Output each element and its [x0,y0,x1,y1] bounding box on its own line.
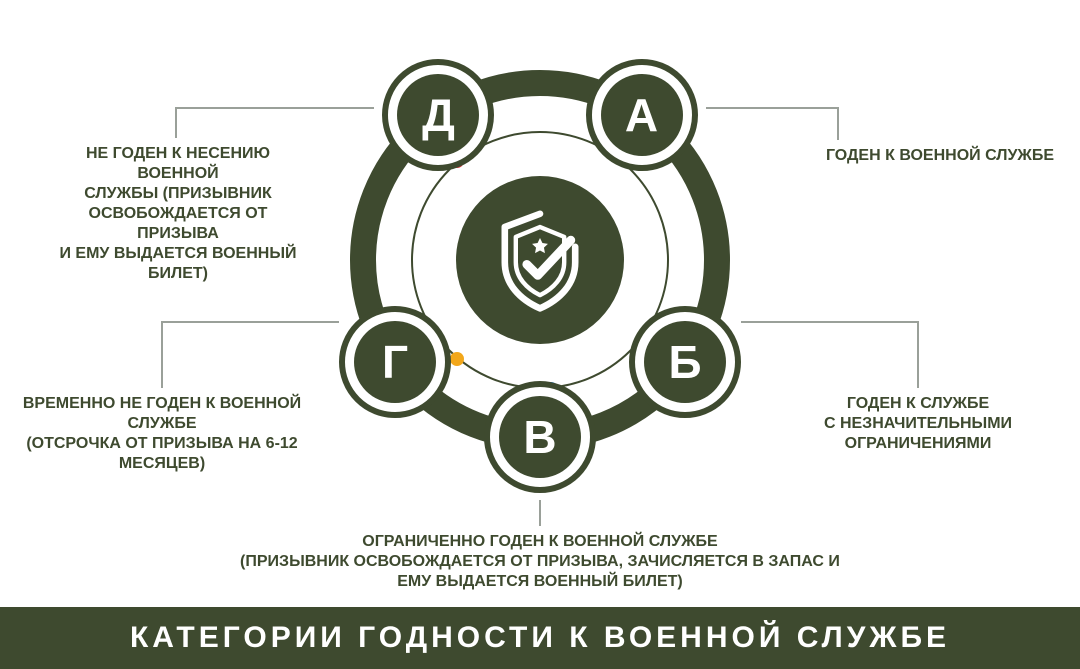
badge-D-inner: Д [397,74,479,156]
title-bar: КАТЕГОРИИ ГОДНОСТИ К ВОЕННОЙ СЛУЖБЕ [0,607,1080,669]
desc-V: ОГРАНИЧЕННО ГОДЕН К ВОЕННОЙ СЛУЖБЕ(ПРИЗЫ… [240,532,840,592]
badge-V-letter: В [523,410,556,464]
badge-B: Б [629,306,741,418]
badge-V: В [484,381,596,493]
infographic-stage: А Б В Г Д ГОДЕН К ВОЕННОЙ СЛУЖБЕ ГОДЕН К СЛУЖ… [0,0,1080,669]
desc-A: ГОДЕН К ВОЕННОЙ СЛУЖБЕ [820,146,1060,166]
badge-B-letter: Б [668,335,701,389]
center-disc [456,176,624,344]
badge-D-letter: Д [422,88,455,142]
leader-A [706,108,838,140]
badge-G-inner: Г [354,321,436,403]
leader-D [176,108,374,138]
desc-G: ВРЕМЕННО НЕ ГОДЕН К ВОЕННОЙ СЛУЖБЕ(ОТСРО… [12,394,312,474]
desc-D: НЕ ГОДЕН К НЕСЕНИЮ ВОЕННОЙСЛУЖБЫ (ПРИЗЫВ… [48,144,308,284]
leader-B [741,322,918,388]
badge-V-inner: В [499,396,581,478]
desc-B: ГОДЕН К СЛУЖБЕС НЕЗНАЧИТЕЛЬНЫМИ ОГРАНИЧЕ… [768,394,1068,454]
title-text: КАТЕГОРИИ ГОДНОСТИ К ВОЕННОЙ СЛУЖБЕ [130,621,950,655]
badge-G: Г [339,306,451,418]
leader-G [162,322,339,388]
badge-A-letter: А [625,88,658,142]
badge-B-inner: Б [644,321,726,403]
badge-A: А [586,59,698,171]
orbit-dot [450,352,464,366]
shield-check-icon [485,205,595,315]
badge-A-inner: А [601,74,683,156]
badge-G-letter: Г [382,335,408,389]
badge-D: Д [382,59,494,171]
